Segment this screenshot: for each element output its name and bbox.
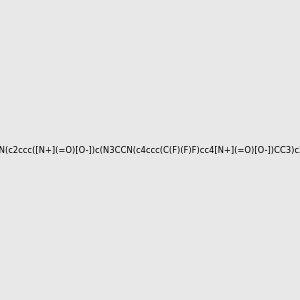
- Text: O=S(=O)(N1CCN(c2ccc([N+](=O)[O-])c(N3CCN(c4ccc(C(F)(F)F)cc4[N+](=O)[O-])CC3)c2)C: O=S(=O)(N1CCN(c2ccc([N+](=O)[O-])c(N3CCN…: [0, 146, 300, 154]
